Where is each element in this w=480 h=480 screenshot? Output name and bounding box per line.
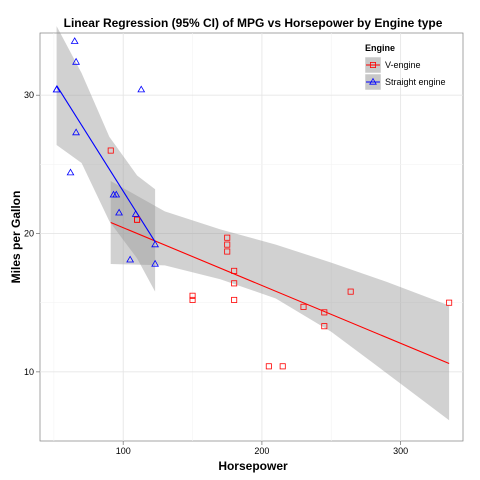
y-axis-title: Miles per Gallon [9,191,23,284]
legend-key-marker [369,77,377,85]
y-tick-label: 10 [24,367,34,377]
straight-engine-point [115,208,123,216]
straight-engine-point [131,209,140,217]
confidence-band-straight-engine [56,26,156,292]
v-engine-point [189,296,196,303]
straight-engine-point [137,85,146,93]
x-tick-label: 300 [393,446,408,456]
legend-item-v-engine: V-engine [364,56,421,74]
confidence-bands [56,26,450,421]
y-tick-label: 30 [24,90,34,100]
v-engine-point [321,309,328,316]
legend: Engine V-engine Straight engine [364,43,446,91]
straight-engine-point [70,37,79,44]
v-engine-point [347,288,354,295]
straight-engine-point [126,255,135,263]
x-tick-label: 100 [116,446,131,456]
confidence-band-v-engine [110,181,450,421]
v-engine-point [279,363,286,370]
x-axis-title: Horsepower [218,459,288,473]
data-points [52,37,453,370]
chart-title: Linear Regression (95% CI) of MPG vs Hor… [64,16,443,30]
x-axis-ticks: 100 200 300 [116,441,408,456]
straight-engine-point [112,190,121,198]
v-engine-point [189,292,196,299]
fit-line-v-engine [110,221,450,365]
v-engine-point [265,363,272,370]
y-tick-label: 20 [24,229,34,239]
straight-engine-point [151,240,159,248]
legend-key-marker [369,62,376,69]
v-engine-point [446,299,453,306]
straight-engine-point [72,57,80,65]
legend-item-straight-engine: Straight engine [364,73,446,91]
grid-lines [40,33,463,441]
v-engine-point [107,147,114,154]
v-engine-point [231,296,238,303]
y-axis-ticks: 10 20 30 [24,90,40,377]
plot-panel [39,32,464,442]
legend-label: V-engine [385,60,421,70]
straight-engine-point [66,168,75,176]
v-engine-point [300,303,307,310]
legend-title: Engine [365,43,395,53]
x-tick-label: 200 [254,446,269,456]
straight-engine-point [72,128,80,136]
straight-engine-point [151,259,159,267]
v-engine-point [231,280,238,287]
legend-label: Straight engine [385,77,446,87]
v-engine-point [224,234,231,241]
v-engine-point [231,267,238,274]
v-engine-point [134,216,141,223]
v-engine-point [224,241,231,248]
v-engine-point [224,248,231,255]
straight-engine-point [52,85,61,93]
v-engine-point [321,323,328,330]
